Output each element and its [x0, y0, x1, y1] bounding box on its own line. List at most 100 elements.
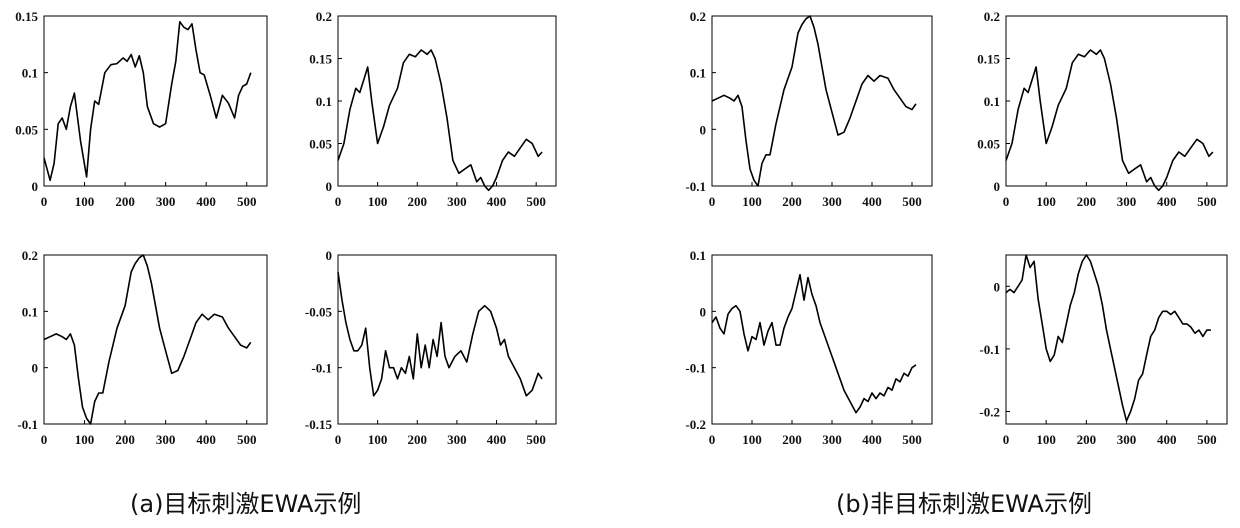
x-tick-label: 0: [1003, 432, 1010, 447]
x-tick-label: 100: [1036, 432, 1056, 447]
x-tick-label: 0: [1003, 194, 1010, 209]
x-tick-label: 200: [782, 432, 802, 447]
series-line: [712, 275, 916, 413]
x-tick-label: 400: [487, 432, 507, 447]
y-tick-label: -0.15: [305, 417, 333, 432]
y-tick-label: -0.2: [685, 417, 706, 432]
y-tick-label: -0.05: [305, 304, 333, 319]
x-tick-label: 500: [902, 194, 922, 209]
x-tick-label: 0: [41, 432, 48, 447]
y-tick-label: 0.15: [977, 52, 1000, 67]
x-tick-label: 300: [447, 432, 467, 447]
x-tick-label: 500: [902, 432, 922, 447]
x-tick-label: 500: [237, 194, 257, 209]
series-line: [712, 16, 916, 186]
chart-a2: 010020030040050000.050.10.150.2: [309, 9, 556, 209]
plot-frame: [1006, 255, 1227, 424]
x-tick-label: 300: [156, 194, 176, 209]
y-tick-label: 0: [32, 179, 39, 194]
y-tick-label: 0: [326, 248, 333, 263]
x-tick-label: 300: [156, 432, 176, 447]
x-tick-label: 200: [1077, 432, 1097, 447]
y-tick-label: 0.1: [984, 94, 1000, 109]
plot-frame: [1006, 16, 1227, 186]
y-tick-label: 0.05: [977, 137, 1000, 152]
y-tick-label: 0: [700, 122, 707, 137]
series-line: [338, 272, 542, 396]
x-tick-label: 200: [408, 194, 428, 209]
y-tick-label: 0: [994, 179, 1001, 194]
y-tick-label: -0.1: [17, 417, 38, 432]
chart-b1: 0100200300400500-0.100.10.2: [685, 9, 932, 209]
x-tick-label: 400: [487, 194, 507, 209]
x-tick-label: 300: [822, 194, 842, 209]
x-tick-label: 0: [335, 432, 342, 447]
x-tick-label: 300: [1117, 432, 1137, 447]
x-tick-label: 0: [335, 194, 342, 209]
plot-frame: [338, 16, 556, 186]
x-tick-label: 400: [862, 194, 882, 209]
x-tick-label: 400: [196, 194, 216, 209]
y-tick-label: -0.1: [979, 342, 1000, 357]
x-tick-label: 400: [196, 432, 216, 447]
y-tick-label: 0: [326, 179, 333, 194]
x-tick-label: 100: [742, 194, 762, 209]
y-tick-label: 0: [994, 279, 1001, 294]
y-tick-label: 0.2: [690, 9, 706, 24]
chart-b3: 0100200300400500-0.2-0.100.1: [685, 248, 932, 447]
chart-a3: 0100200300400500-0.100.10.2: [17, 248, 267, 447]
plot-frame: [712, 16, 932, 186]
x-tick-label: 400: [1157, 194, 1177, 209]
series-line: [44, 255, 251, 424]
x-tick-label: 500: [1197, 432, 1217, 447]
y-tick-label: -0.1: [311, 361, 332, 376]
y-tick-label: -0.1: [685, 361, 706, 376]
x-tick-label: 100: [368, 194, 388, 209]
y-tick-label: 0: [32, 361, 39, 376]
x-tick-label: 400: [1157, 432, 1177, 447]
x-tick-label: 500: [526, 432, 546, 447]
y-tick-label: 0.1: [316, 94, 332, 109]
y-tick-label: 0.1: [22, 304, 38, 319]
y-tick-label: 0: [700, 304, 707, 319]
series-line: [338, 50, 542, 190]
chart-b4: 0 100 200 300 400 500 -0.2 -0.1 0: [979, 255, 1227, 447]
y-tick-label: 0.15: [15, 9, 38, 24]
plot-frame: [44, 255, 267, 424]
x-tick-label: 200: [408, 432, 428, 447]
y-tick-label: -0.1: [685, 179, 706, 194]
x-tick-label: 0: [709, 194, 716, 209]
x-tick-label: 500: [1197, 194, 1217, 209]
x-tick-label: 200: [115, 194, 135, 209]
series-line: [1006, 50, 1213, 190]
y-tick-label: 0.2: [984, 9, 1000, 24]
y-tick-label: 0.2: [22, 248, 38, 263]
x-tick-label: 300: [447, 194, 467, 209]
y-tick-label: -0.2: [979, 404, 1000, 419]
chart-a4: 0 100 200 300 400 500 -0.15 -0.1 -0.05 0: [305, 248, 556, 447]
x-tick-label: 0: [709, 432, 716, 447]
chart-a1: 010020030040050000.050.10.15: [15, 9, 267, 209]
y-tick-label: 0.1: [690, 248, 706, 263]
x-tick-label: 100: [742, 432, 762, 447]
plot-frame: [338, 255, 556, 424]
y-tick-label: 0.05: [309, 137, 332, 152]
plot-frame: [44, 16, 267, 186]
y-tick-label: 0.1: [22, 66, 38, 81]
caption-a: (a)目标刺激EWA示例: [130, 484, 361, 519]
y-tick-label: 0.2: [316, 9, 332, 24]
figure: 0 100 200 300 400 500 0 0.05 0.1 0.15 0 100 200 300 40…: [0, 0, 1240, 480]
y-tick-label: 0.05: [15, 122, 38, 137]
series-line: [1006, 255, 1211, 421]
x-tick-label: 200: [1077, 194, 1097, 209]
x-tick-label: 300: [822, 432, 842, 447]
y-tick-label: 0.15: [309, 52, 332, 67]
caption-b: (b)非目标刺激EWA示例: [836, 484, 1092, 519]
x-tick-label: 500: [237, 432, 257, 447]
y-tick-label: 0.1: [690, 66, 706, 81]
x-tick-label: 200: [782, 194, 802, 209]
chart-b2: 010020030040050000.050.10.150.2: [977, 9, 1227, 209]
series-line: [44, 22, 251, 181]
x-tick-label: 100: [1036, 194, 1056, 209]
x-tick-label: 100: [368, 432, 388, 447]
